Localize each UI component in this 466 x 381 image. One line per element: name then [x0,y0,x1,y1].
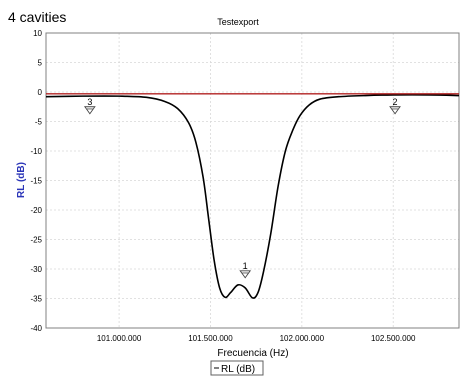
marker-triangle-icon [239,270,252,279]
x-axis-label: Frecuencia (Hz) [217,348,288,359]
marker-layer: 1 2 3 [83,97,401,279]
x-tick-label: 101.500.000 [188,334,233,343]
y-tick-label: -10 [30,147,42,156]
y-tick-label: 0 [38,88,43,97]
series-rl-line [45,94,460,299]
x-tick-label: 101.000.000 [97,334,142,343]
grid [46,32,459,329]
y-tick-label: 10 [33,29,42,38]
y-tick-label: -40 [30,324,42,333]
marker-triangle-icon [83,106,96,115]
plot-frame [45,32,460,329]
legend: RL (dB) [210,360,264,376]
y-tick-label: -5 [35,118,43,127]
y-tick-label: -25 [30,236,42,245]
y-axis-label: RL (dB) [16,162,27,198]
x-axis: 101.000.000 101.500.000 102.000.000 102.500… [97,334,416,343]
x-tick-label: 102.000.000 [280,334,325,343]
marker-3: 3 [83,97,96,115]
y-tick-label: -15 [30,177,42,186]
y-tick-label: -35 [30,295,42,304]
marker-label: 1 [243,261,248,271]
legend-entry-rl: RL (dB) [221,364,255,375]
y-tick-label: -30 [30,265,42,274]
marker-triangle-icon [389,106,401,115]
legend-box [210,360,264,376]
marker-2: 2 [389,97,401,115]
marker-1: 1 [239,261,252,279]
marker-label: 3 [87,97,92,107]
series-layer [45,93,460,299]
page-label: 4 cavities [8,9,67,25]
chart-title: Testexport [217,17,259,27]
y-tick-label: 5 [38,59,43,68]
y-axis: 10 5 0 -5 -10 -15 -20 -25 -30 -35 -40 [30,29,42,333]
x-tick-label: 102.500.000 [371,334,416,343]
marker-label: 2 [393,97,398,107]
y-tick-label: -20 [30,206,42,215]
